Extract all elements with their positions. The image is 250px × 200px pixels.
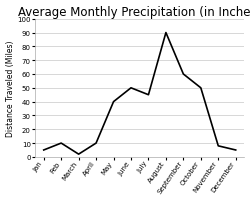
Y-axis label: Distance Traveled (Miles): Distance Traveled (Miles) [6,40,15,136]
Title: Average Monthly Precipitation (in Inches): Average Monthly Precipitation (in Inches… [18,6,250,18]
